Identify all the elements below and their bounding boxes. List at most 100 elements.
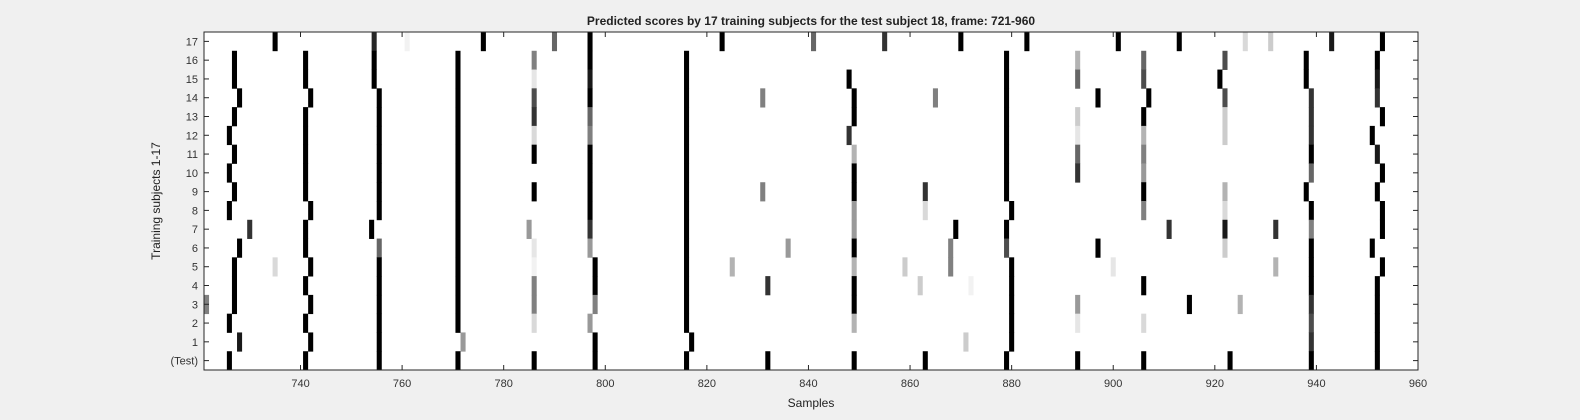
heatmap-cell: [1379, 201, 1385, 221]
heatmap-cell: [455, 201, 461, 221]
heatmap-cell: [371, 69, 377, 89]
heatmap-cell: [1115, 32, 1121, 52]
plot-area: [204, 32, 1418, 370]
heatmap-cell: [587, 182, 593, 202]
heatmap-cell: [587, 201, 593, 221]
heatmap-cell: [953, 219, 959, 239]
heatmap-cell: [231, 257, 238, 277]
heatmap-cell: [1141, 125, 1147, 146]
heatmap-cell: [1141, 351, 1147, 371]
y-tick-label: (Test): [171, 356, 199, 368]
heatmap-cell: [1222, 107, 1228, 127]
x-tick-label: 780: [495, 378, 513, 390]
heatmap-cell: [531, 144, 537, 164]
heatmap-cell: [851, 276, 857, 296]
heatmap-cell: [1141, 69, 1147, 89]
heatmap-cell: [308, 332, 314, 352]
heatmap-cell: [303, 219, 309, 239]
heatmap-cell: [455, 238, 461, 258]
heatmap-cell: [376, 313, 382, 333]
heatmap-cell: [1141, 163, 1147, 183]
heatmap-cell: [404, 32, 410, 52]
heatmap-cell: [1004, 351, 1010, 371]
heatmap-cell: [303, 163, 309, 183]
heatmap-cell: [684, 294, 690, 315]
heatmap-cell: [851, 238, 857, 258]
x-tick-label: 860: [901, 378, 919, 390]
heatmap-cell: [1308, 351, 1314, 371]
heatmap-cell: [587, 125, 593, 146]
y-tick-label: 3: [192, 299, 198, 311]
heatmap-cell: [1075, 313, 1081, 333]
heatmap-cell: [1379, 219, 1385, 239]
heatmap-cell: [531, 313, 537, 333]
heatmap-cell: [1227, 351, 1233, 371]
y-axis-label: Training subjects 1-17: [149, 142, 163, 260]
y-tick-label: 2: [192, 318, 198, 330]
heatmap-cell: [1141, 144, 1147, 164]
heatmap-cell: [376, 125, 382, 146]
heatmap-cell: [684, 257, 690, 277]
heatmap-cell: [455, 125, 461, 146]
heatmap-cell: [1141, 107, 1147, 127]
heatmap-cell: [1374, 294, 1380, 315]
heatmap-cell: [226, 313, 232, 333]
heatmap-cell: [1222, 50, 1228, 70]
heatmap-cell: [376, 351, 382, 371]
heatmap-cell: [376, 201, 382, 221]
heatmap-cell: [376, 294, 382, 315]
x-tick-label: 960: [1409, 378, 1427, 390]
heatmap-cell: [1242, 32, 1248, 52]
heatmap-cell: [231, 50, 238, 70]
heatmap-cell: [1303, 182, 1309, 202]
y-tick-label: 9: [192, 187, 198, 199]
heatmap-cell: [684, 163, 690, 183]
heatmap-cell: [917, 276, 923, 296]
heatmap-cell: [237, 88, 243, 108]
heatmap-cell: [531, 69, 537, 89]
heatmap-cell: [237, 238, 243, 258]
heatmap-cell: [1308, 238, 1314, 258]
chart-title: Predicted scores by 17 training subjects…: [587, 14, 1035, 28]
heatmap-cell: [684, 69, 690, 89]
heatmap-cell: [1075, 125, 1081, 146]
heatmap-cell: [1075, 50, 1081, 70]
heatmap-cell: [1308, 257, 1314, 277]
heatmap-cell: [1004, 125, 1010, 146]
heatmap-cell: [1369, 238, 1375, 258]
heatmap-cell: [1186, 294, 1192, 315]
heatmap-cell: [592, 294, 598, 315]
x-tick-label: 820: [698, 378, 716, 390]
heatmap-cell: [684, 88, 690, 108]
heatmap-cell: [1308, 201, 1314, 221]
heatmap-cell: [1374, 313, 1380, 333]
heatmap-cell: [882, 32, 888, 52]
heatmap-cell: [1004, 69, 1010, 89]
y-tick-label: 14: [186, 93, 198, 105]
heatmap-cell: [932, 88, 938, 108]
y-tick-label: 15: [186, 74, 198, 86]
heatmap-cell: [1166, 219, 1172, 239]
heatmap-cell: [1176, 32, 1182, 52]
heatmap-cell: [455, 182, 461, 202]
heatmap-cell: [1308, 332, 1314, 352]
heatmap-cell: [303, 107, 309, 127]
heatmap-cell: [851, 313, 857, 333]
heatmap-cell: [1009, 276, 1015, 296]
heatmap-cell: [684, 125, 690, 146]
heatmap-cell: [531, 125, 537, 146]
heatmap-cell: [1308, 163, 1314, 183]
heatmap-cell: [851, 201, 857, 221]
heatmap-cell: [226, 201, 232, 221]
heatmap-cell: [455, 313, 461, 333]
heatmap-cell: [272, 32, 278, 52]
heatmap-cell: [851, 182, 857, 202]
heatmap-cell: [308, 294, 314, 315]
heatmap-cell: [531, 50, 537, 70]
heatmap-cell: [376, 163, 382, 183]
heatmap-cells: [204, 32, 1385, 371]
heatmap-cell: [531, 182, 537, 202]
heatmap-cell: [531, 107, 537, 127]
heatmap-cell: [851, 219, 857, 239]
heatmap-cell: [684, 50, 690, 70]
